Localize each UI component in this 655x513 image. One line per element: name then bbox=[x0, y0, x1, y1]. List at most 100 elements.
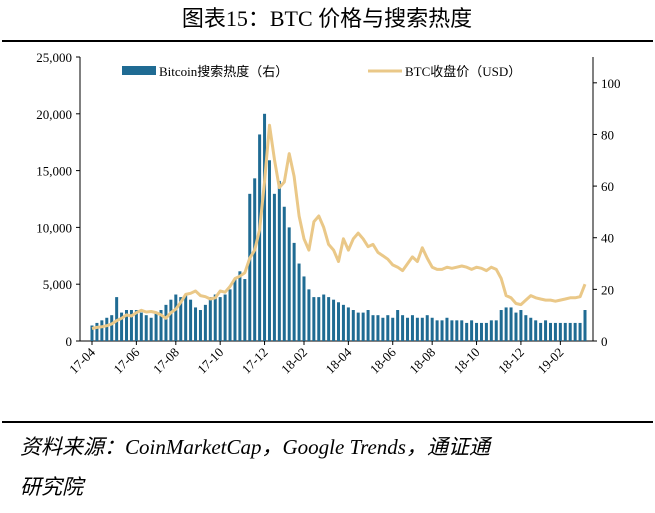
bar bbox=[470, 320, 474, 341]
bar bbox=[524, 315, 528, 341]
bar bbox=[189, 299, 193, 341]
bar bbox=[445, 317, 449, 341]
bar bbox=[134, 310, 138, 341]
bar bbox=[248, 193, 252, 341]
bar bbox=[573, 322, 577, 341]
bar bbox=[125, 310, 129, 341]
x-tick-label: 17-08 bbox=[150, 345, 182, 377]
bar bbox=[228, 289, 232, 341]
bar bbox=[539, 322, 543, 341]
bar bbox=[120, 312, 124, 341]
bar bbox=[440, 320, 444, 341]
x-tick-label: 17-06 bbox=[110, 344, 142, 376]
bar bbox=[272, 193, 276, 341]
source-cont: 研究院 bbox=[20, 475, 86, 499]
bar bbox=[391, 317, 395, 341]
bar bbox=[430, 317, 434, 341]
y-tick-label: 25,000 bbox=[36, 50, 72, 65]
bar bbox=[337, 302, 340, 341]
bar bbox=[243, 279, 247, 341]
bar bbox=[263, 113, 267, 341]
bar bbox=[406, 317, 410, 341]
bar bbox=[499, 310, 503, 341]
y-tick-label: 10,000 bbox=[36, 220, 72, 235]
bar bbox=[544, 320, 548, 341]
bar bbox=[129, 310, 133, 341]
bar bbox=[465, 322, 469, 341]
bar bbox=[558, 322, 562, 341]
bar bbox=[95, 322, 99, 341]
bar bbox=[203, 304, 207, 341]
bar bbox=[213, 294, 217, 341]
bar bbox=[475, 322, 479, 341]
legend-label: BTC收盘价（USD） bbox=[405, 64, 521, 79]
bar bbox=[267, 160, 271, 341]
bar bbox=[144, 315, 148, 341]
bar bbox=[568, 322, 572, 341]
bar bbox=[410, 315, 414, 341]
bar bbox=[169, 299, 173, 341]
bar bbox=[110, 315, 114, 341]
bar bbox=[519, 310, 523, 341]
x-tick-label: 17-12 bbox=[239, 345, 271, 377]
bar bbox=[534, 320, 538, 341]
y-tick-label: 15,000 bbox=[36, 164, 72, 179]
bar bbox=[159, 310, 163, 341]
x-tick-label: 18-06 bbox=[367, 344, 399, 376]
legend-label: Bitcoin搜索热度（右） bbox=[159, 64, 288, 79]
bar bbox=[208, 297, 212, 341]
bar bbox=[238, 271, 242, 341]
bar bbox=[149, 317, 153, 341]
bar bbox=[184, 294, 188, 341]
bar bbox=[450, 320, 454, 341]
bar bbox=[514, 312, 518, 341]
bar bbox=[455, 320, 459, 341]
bar bbox=[307, 289, 311, 341]
bar bbox=[332, 299, 336, 341]
source: 资料来源：CoinMarketCap，Google Trends，通证通 bbox=[20, 435, 493, 459]
bar bbox=[504, 307, 508, 341]
y2-tick-label: 60 bbox=[601, 179, 614, 194]
x-tick-label: 18-10 bbox=[451, 345, 483, 377]
bar bbox=[90, 325, 94, 341]
y-tick-label: 0 bbox=[66, 334, 73, 349]
bar bbox=[317, 297, 321, 341]
legend-swatch bbox=[122, 66, 156, 75]
bar bbox=[415, 317, 419, 341]
bar bbox=[223, 294, 227, 341]
bar bbox=[484, 322, 488, 341]
bar bbox=[371, 315, 375, 341]
y-tick-label: 5,000 bbox=[43, 277, 72, 292]
bar bbox=[100, 320, 104, 341]
bar bbox=[174, 294, 178, 341]
bar bbox=[164, 304, 168, 341]
bar bbox=[297, 263, 301, 341]
bar bbox=[366, 310, 370, 341]
y2-tick-label: 80 bbox=[601, 127, 614, 142]
bar bbox=[198, 310, 202, 341]
bar bbox=[396, 310, 400, 341]
bar bbox=[479, 322, 483, 341]
x-tick-label: 17-04 bbox=[66, 344, 98, 376]
bar bbox=[233, 279, 237, 341]
bar bbox=[583, 310, 587, 341]
bar bbox=[361, 312, 365, 341]
bar bbox=[341, 304, 345, 341]
x-tick-label: 18-04 bbox=[322, 344, 354, 376]
bar bbox=[287, 227, 291, 341]
bar bbox=[292, 242, 296, 341]
bar bbox=[312, 297, 316, 341]
bar bbox=[139, 312, 143, 341]
y2-tick-label: 100 bbox=[601, 76, 621, 91]
line bbox=[91, 123, 587, 330]
bar bbox=[425, 315, 429, 341]
bar bbox=[553, 322, 557, 341]
x-tick-label: 18-08 bbox=[406, 345, 438, 377]
bar bbox=[179, 297, 183, 341]
bar bbox=[578, 322, 582, 341]
bar bbox=[302, 276, 306, 341]
bar bbox=[381, 317, 385, 341]
bar bbox=[460, 320, 464, 341]
y-tick-label: 20,000 bbox=[36, 107, 72, 122]
